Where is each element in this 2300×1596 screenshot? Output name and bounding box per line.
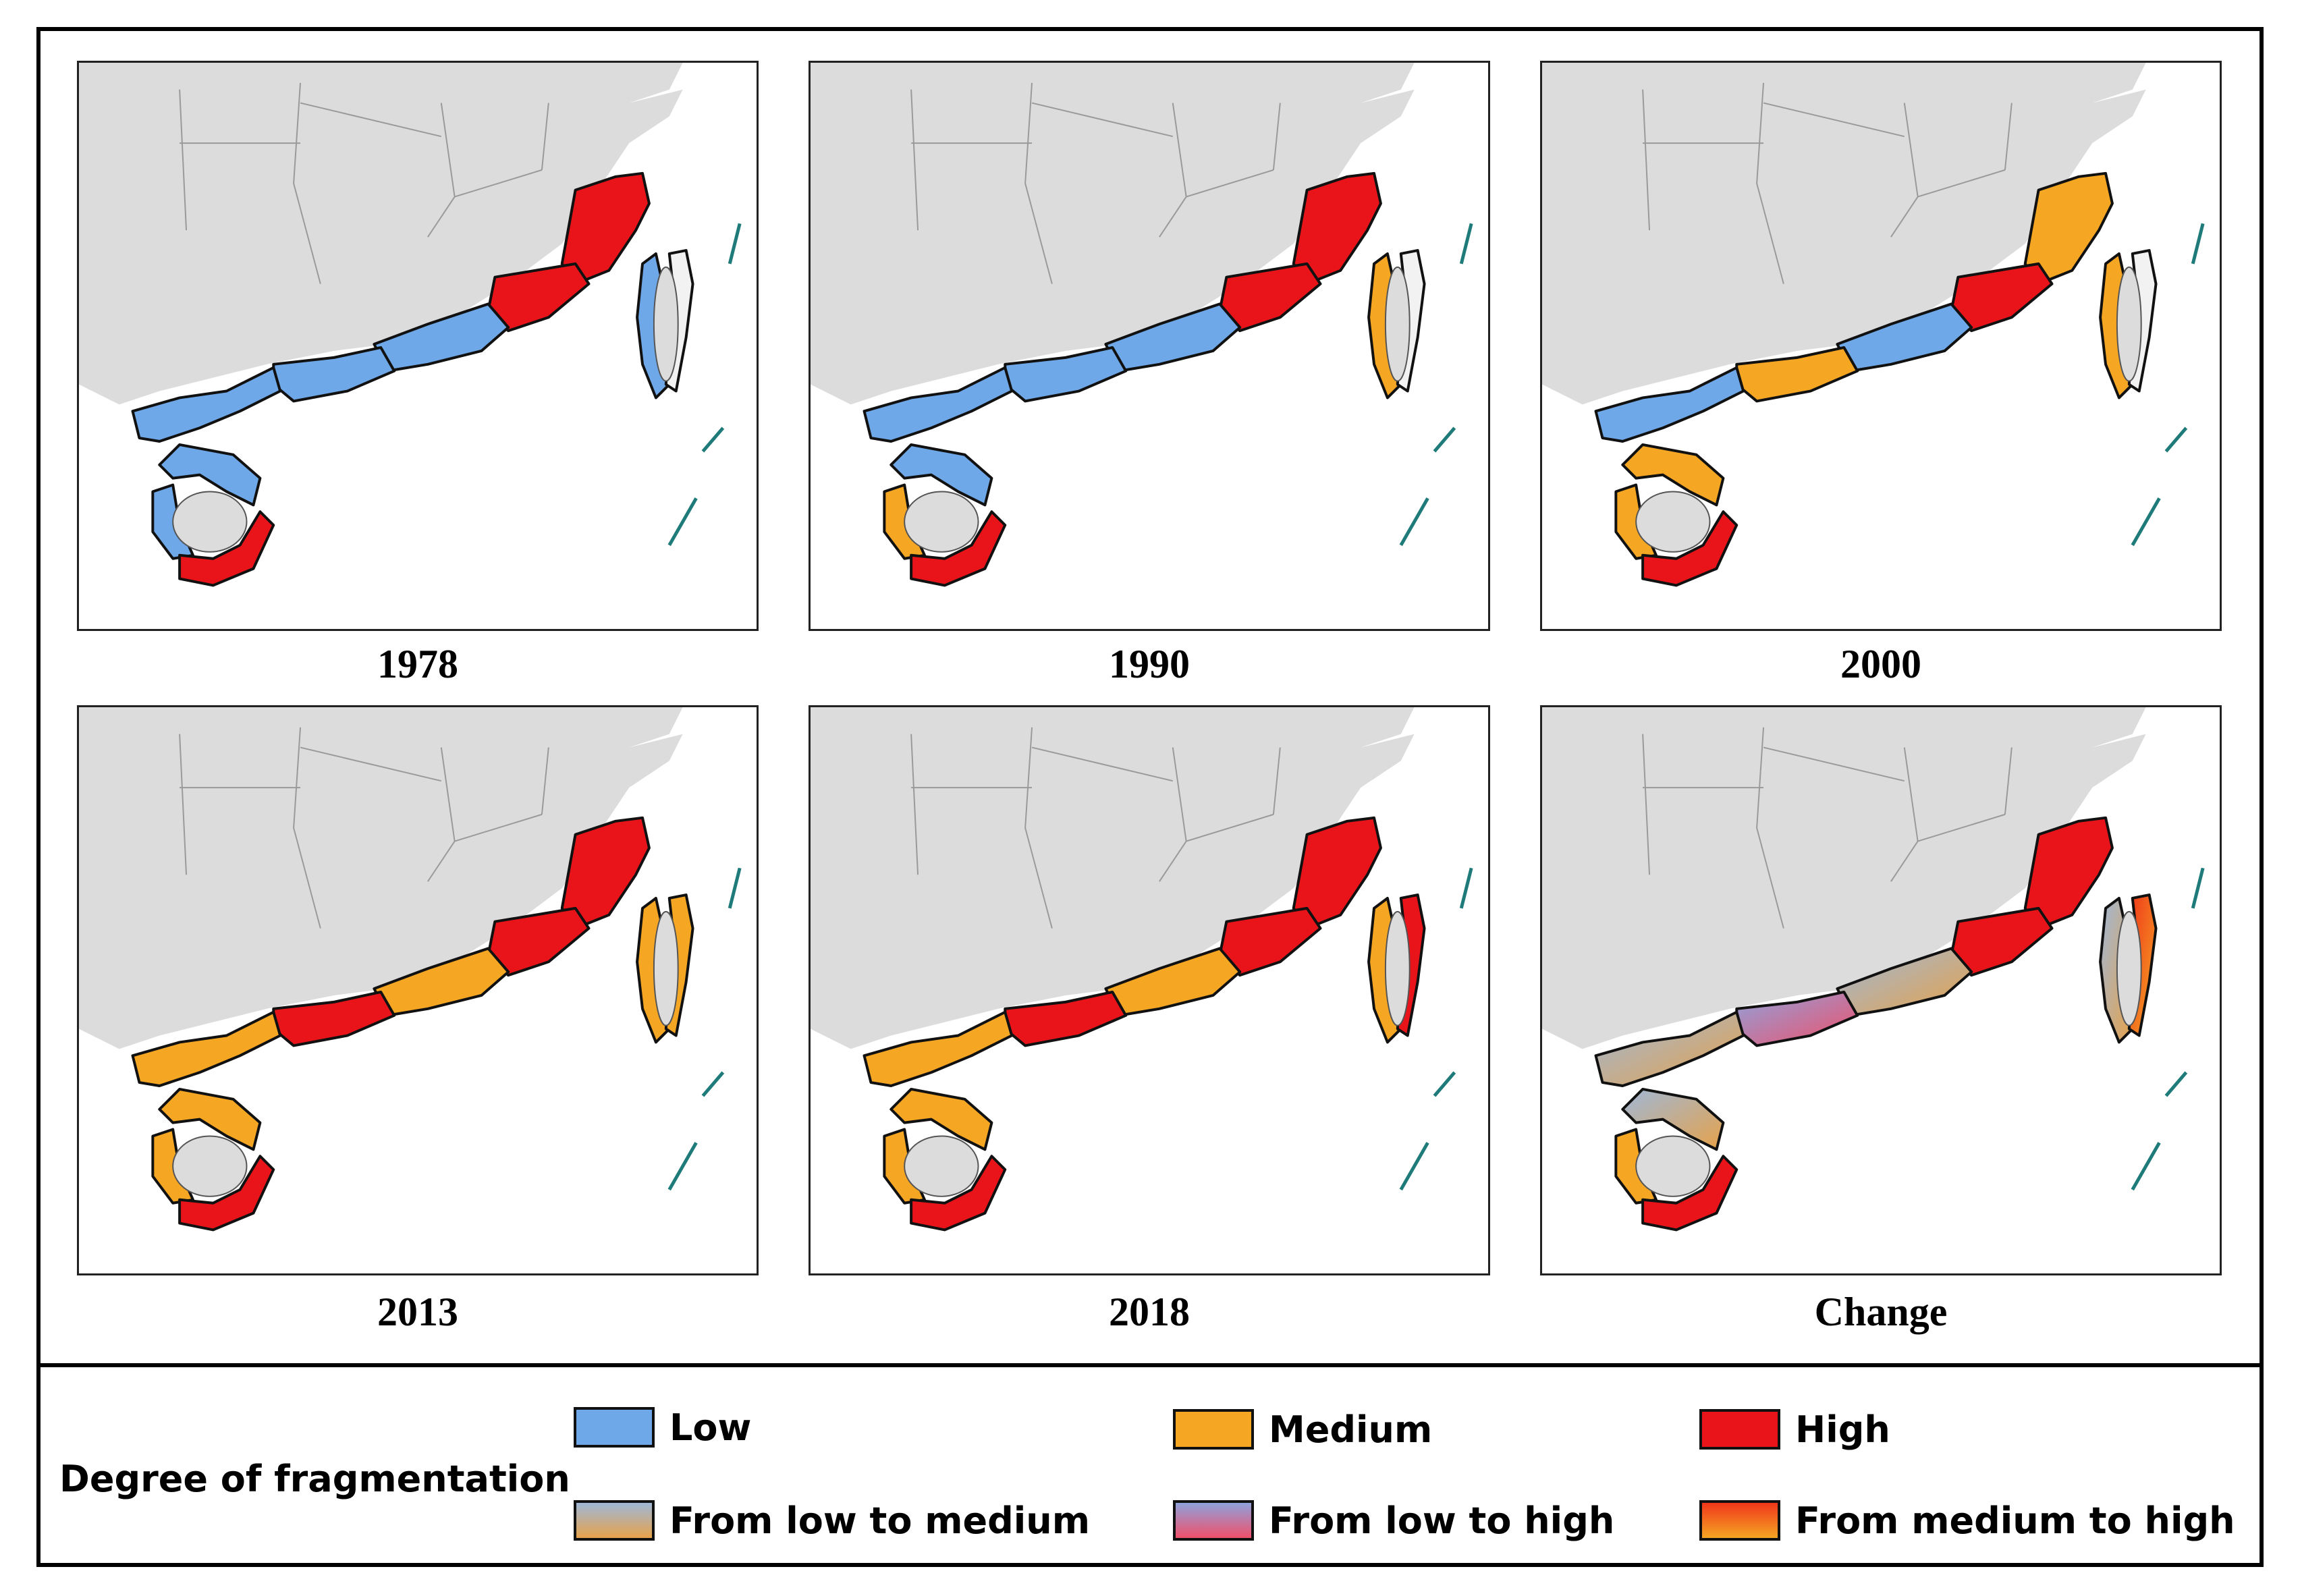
map-panel-change <box>1540 705 2222 1275</box>
taiwan-island <box>1384 266 1411 382</box>
legend-swatch-low-to-medium <box>574 1500 655 1541</box>
legend-item-low: Low <box>574 1404 751 1451</box>
taiwan-island <box>2116 910 2142 1026</box>
land-mass <box>1542 63 2220 405</box>
map-panel-1978 <box>77 61 759 631</box>
coastal-segment-hainan-s <box>910 510 1007 587</box>
legend-label-medium: Medium <box>1269 1408 1433 1451</box>
legend-swatch-high <box>1699 1409 1780 1450</box>
coastal-segment-west <box>131 366 282 443</box>
hainan-island <box>904 1135 979 1197</box>
legend-divider <box>36 1363 2264 1367</box>
map-svg <box>1542 63 2220 587</box>
legend-swatch-medium <box>1173 1409 1254 1450</box>
legend-swatch-medium-to-high <box>1699 1500 1780 1541</box>
coastal-segment-hainan-n <box>1621 1087 1725 1151</box>
legend-label-low-to-medium: From low to medium <box>669 1499 1091 1542</box>
taiwan-island <box>2116 266 2142 382</box>
coastal-segment-hainan-n <box>889 443 993 507</box>
map-panel-2013 <box>77 705 759 1275</box>
legend-item-low-to-medium: From low to medium <box>574 1497 1090 1544</box>
province-boundaries <box>1642 727 2012 929</box>
land-mass <box>811 707 1488 1049</box>
province-boundaries <box>910 82 1281 284</box>
map-svg <box>1542 707 2220 1232</box>
map-svg <box>79 707 757 1232</box>
coastal-segment-west <box>1594 1010 1745 1087</box>
map-panel-1990 <box>809 61 1490 631</box>
legend-item-low-to-high: From low to high <box>1173 1497 1614 1544</box>
coastal-segment-hainan-n <box>158 443 262 507</box>
coastal-segment-hainan-s <box>1641 1155 1738 1232</box>
taiwan-island <box>653 910 679 1026</box>
province-boundaries <box>910 727 1281 929</box>
offshore-islands <box>1399 867 1473 1191</box>
province-boundaries <box>1642 82 2012 284</box>
hainan-island <box>1635 1135 1711 1197</box>
coastal-segment-hainan-n <box>158 1087 262 1151</box>
hainan-island <box>172 491 248 553</box>
taiwan-island <box>1384 910 1411 1026</box>
offshore-islands <box>2131 867 2205 1191</box>
legend-label-medium-to-high: From medium to high <box>1795 1499 2235 1542</box>
offshore-islands <box>667 867 742 1191</box>
coastal-segment-hainan-s <box>910 1155 1007 1232</box>
coastal-segment-west <box>131 1010 282 1087</box>
legend-swatch-low-to-high <box>1173 1500 1254 1541</box>
legend-title: Degree of fragmentation <box>59 1458 570 1500</box>
hainan-island <box>904 491 979 553</box>
legend-item-high: High <box>1699 1406 1890 1453</box>
panel-caption-2000: 2000 <box>1840 642 1921 686</box>
map-svg <box>811 707 1488 1232</box>
legend-label-low-to-high: From low to high <box>1269 1499 1615 1542</box>
coastal-segment-hainan-n <box>1621 443 1725 507</box>
panel-caption-1990: 1990 <box>1109 642 1190 686</box>
legend-swatch-low <box>574 1407 655 1448</box>
hainan-island <box>1635 491 1711 553</box>
taiwan-island <box>653 266 679 382</box>
legend-item-medium-to-high: From medium to high <box>1699 1497 2235 1544</box>
coastal-segment-hainan-s <box>178 1155 275 1232</box>
coastal-segment-west <box>1594 366 1745 443</box>
offshore-islands <box>667 223 742 547</box>
panel-caption-2018: 2018 <box>1109 1290 1190 1334</box>
offshore-islands <box>2131 223 2205 547</box>
map-svg <box>811 63 1488 587</box>
legend-label-low: Low <box>669 1406 752 1449</box>
province-boundaries <box>179 82 549 284</box>
map-panel-2018 <box>809 705 1490 1275</box>
land-mass <box>79 707 757 1049</box>
panel-caption-2013: 2013 <box>377 1290 458 1334</box>
map-panel-2000 <box>1540 61 2222 631</box>
coastal-segment-hainan-s <box>178 510 275 587</box>
panel-caption-1978: 1978 <box>377 642 458 686</box>
legend-label-high: High <box>1795 1408 1890 1451</box>
figure-frame <box>36 27 2264 1567</box>
land-mass <box>79 63 757 405</box>
hainan-island <box>172 1135 248 1197</box>
province-boundaries <box>179 727 549 929</box>
coastal-segment-hainan-n <box>889 1087 993 1151</box>
land-mass <box>1542 707 2220 1049</box>
coastal-segment-hainan-s <box>1641 510 1738 587</box>
map-svg <box>79 63 757 587</box>
panel-caption-change: Change <box>1814 1290 1948 1334</box>
offshore-islands <box>1399 223 1473 547</box>
coastal-segment-west <box>862 1010 1014 1087</box>
legend-item-medium: Medium <box>1173 1406 1432 1453</box>
land-mass <box>811 63 1488 405</box>
coastal-segment-west <box>862 366 1014 443</box>
